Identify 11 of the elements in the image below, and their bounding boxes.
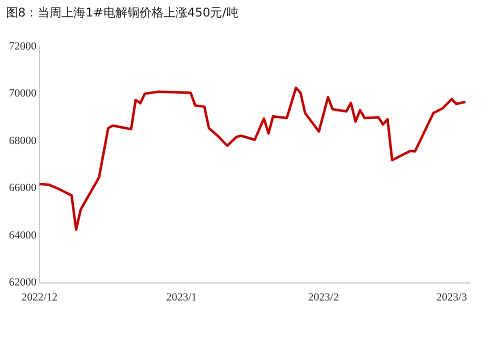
y-tick-label: 68000	[9, 134, 37, 147]
y-tick-label: 72000	[9, 40, 37, 52]
x-tick-label: 2023/3	[436, 291, 468, 304]
x-tick-label: 2023/1	[166, 291, 197, 304]
chart-title: 图8：当周上海1#电解铜价格上涨450元/吨	[6, 5, 238, 20]
x-tick-label: 2023/2	[308, 291, 339, 304]
x-tick-label: 2022/12	[21, 291, 58, 304]
y-tick-label: 70000	[9, 88, 37, 100]
y-tick-label: 64000	[9, 229, 37, 242]
y-tick-label: 66000	[9, 182, 37, 194]
y-tick-label: 62000	[9, 276, 37, 289]
